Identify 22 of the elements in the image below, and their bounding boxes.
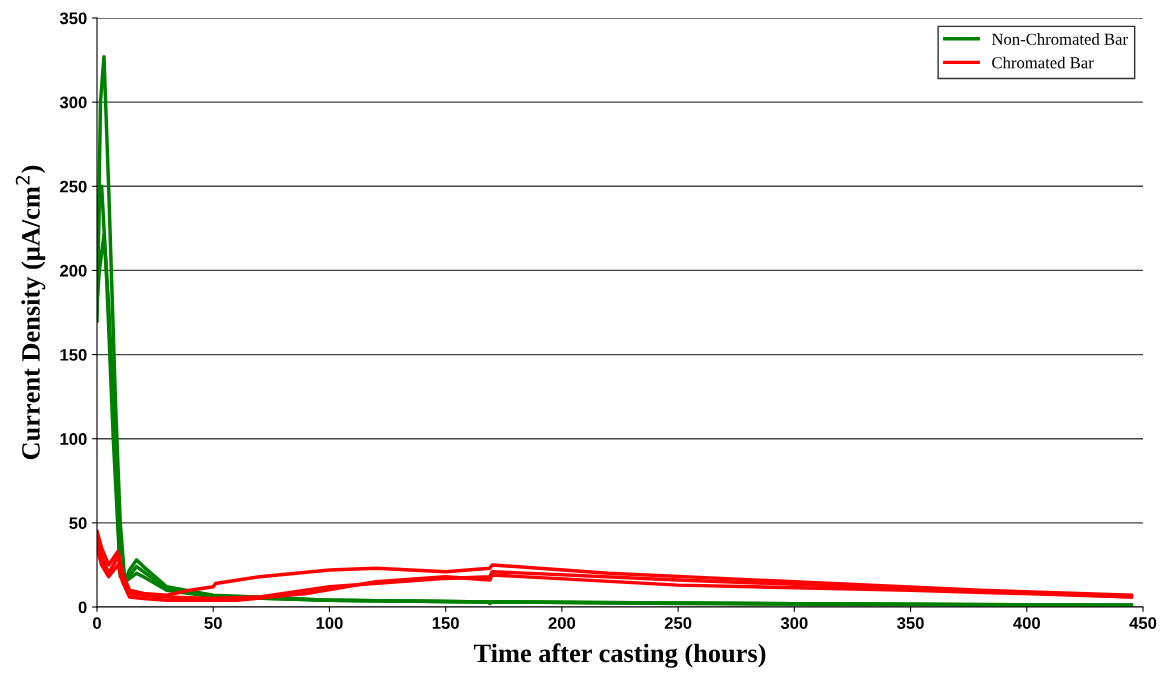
- legend-label: Non-Chromated Bar: [991, 33, 1128, 45]
- x-tick-label: 150: [432, 617, 459, 629]
- y-axis-title: Current Density (μA/cm$^{2}$): [15, 165, 46, 460]
- y-tick-label: 250: [60, 180, 87, 193]
- x-tick-label: 400: [1013, 617, 1040, 629]
- x-tick-label: 250: [664, 617, 692, 629]
- y-tick-label: 300: [59, 96, 87, 109]
- x-tick-label: 450: [1129, 617, 1157, 629]
- y-tick-label: 150: [60, 348, 87, 361]
- x-tick-label: 100: [316, 617, 343, 629]
- y-tick-label: 350: [59, 12, 87, 25]
- y-tick-label: 50: [69, 517, 87, 530]
- x-tick-label: 300: [780, 617, 808, 629]
- x-tick-label: 0: [93, 617, 101, 629]
- x-axis-title: Time after casting (hours): [473, 643, 766, 668]
- x-tick-label: 350: [897, 617, 924, 629]
- y-tick-label: 0: [78, 601, 87, 614]
- x-tick-label: 200: [548, 617, 576, 629]
- x-tick-label: 50: [204, 617, 222, 629]
- y-tick-label: 200: [60, 264, 87, 277]
- y-tick-label: 100: [60, 433, 87, 445]
- legend-label: Chromated Bar: [992, 56, 1094, 69]
